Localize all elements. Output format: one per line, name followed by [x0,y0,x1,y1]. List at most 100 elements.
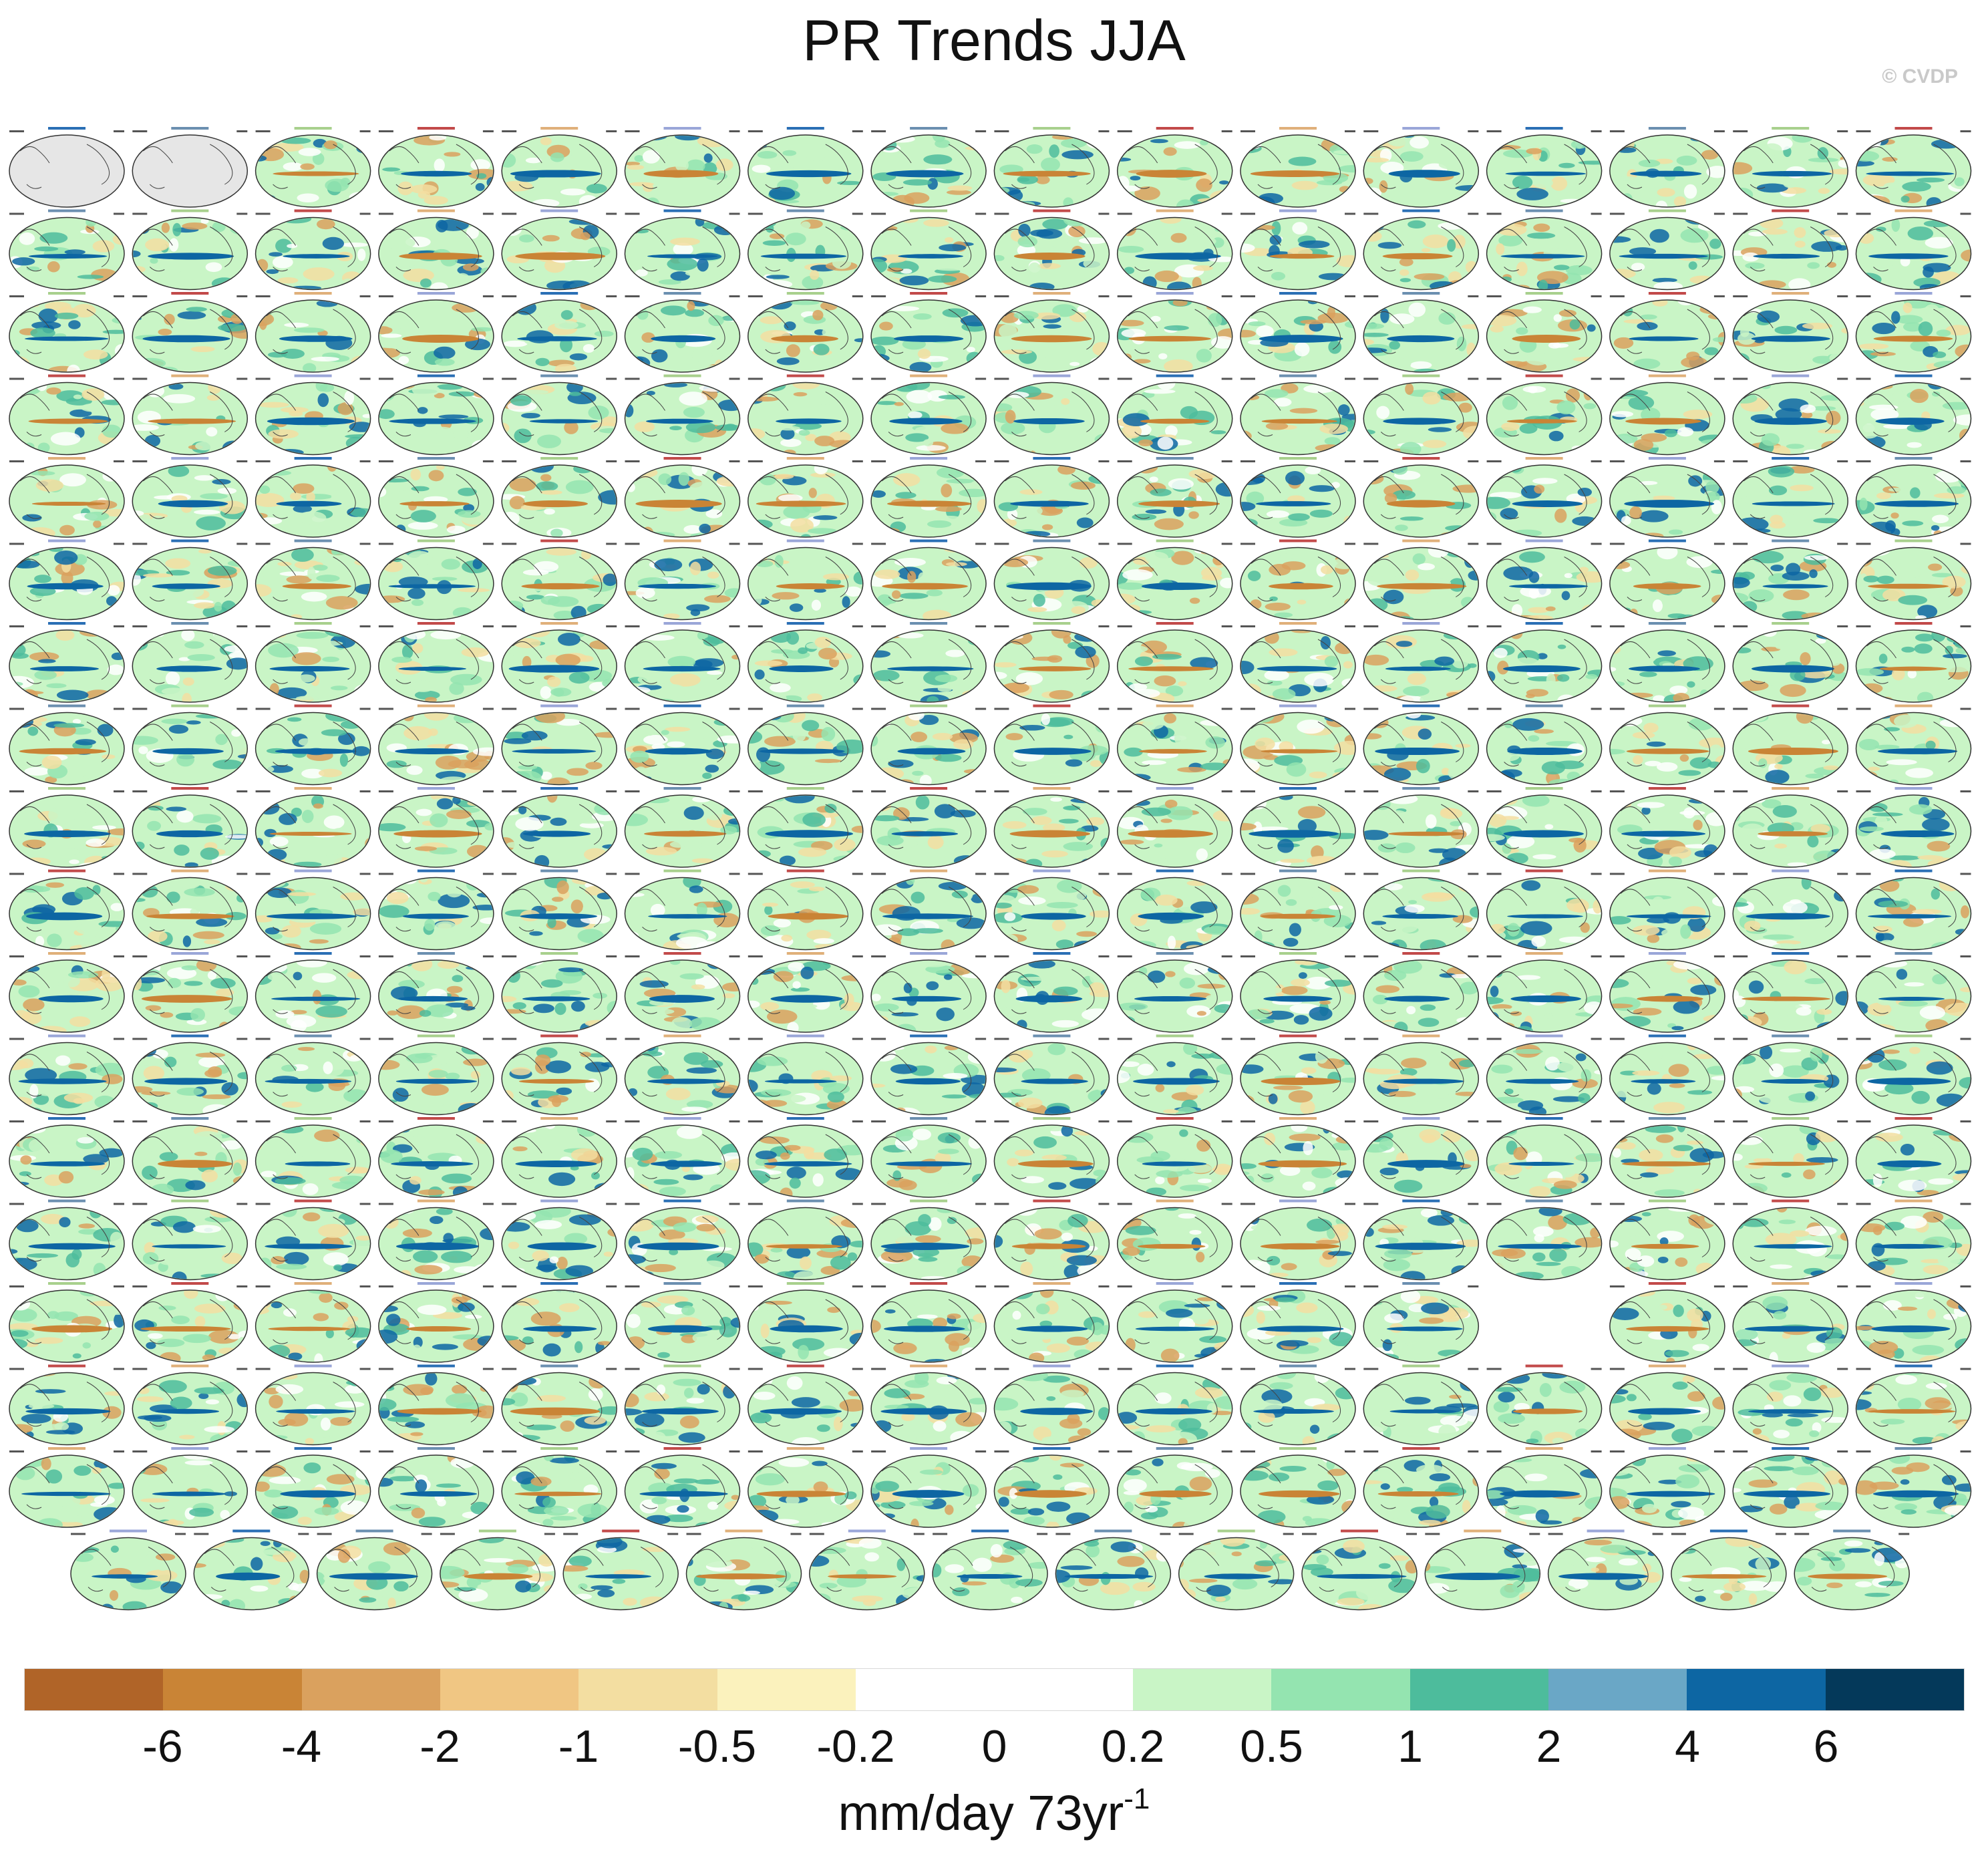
trend-blotch [1774,764,1783,770]
coastline [635,144,725,189]
trend-blotch [69,859,79,865]
trend-blotch [896,632,924,639]
equatorial-band [891,831,959,836]
trend-blotch [256,159,274,170]
equatorial-band [26,912,103,921]
trend-blotch [876,835,904,846]
trend-blotch [1733,616,1754,619]
panel-period-mark [1486,212,1502,215]
equatorial-band [522,830,591,837]
trend-blotch [748,529,774,536]
trend-blotch [325,178,349,192]
panel-stat-mark [1713,873,1725,875]
trend-blotch [1148,1010,1162,1017]
trend-blotch [1521,880,1541,891]
trend-blotch [1300,319,1327,325]
map-panel [624,787,741,868]
trend-blotch [1762,228,1788,235]
map-panel [1855,292,1972,373]
trend-blotch [206,427,218,437]
trend-blotch [187,653,215,661]
panel-period-mark [1609,377,1625,380]
trend-blotch [1947,486,1966,494]
trend-blotch [1428,848,1449,853]
map-panel [378,622,494,703]
panel-stat-mark [114,873,124,875]
trend-blotch [1452,484,1478,493]
trend-blotch [1168,478,1194,490]
equatorial-band [889,418,963,425]
trend-blotch [798,1003,818,1009]
trend-blotch [407,551,433,566]
trend-blotch [281,925,301,938]
trend-blotch [1241,758,1260,774]
trend-blotch [314,641,343,646]
trend-blotch [1809,569,1818,579]
trend-blotch [1029,282,1055,289]
trend-blotch [1586,611,1600,619]
trend-blotch [184,641,204,649]
trend-blotch [722,136,738,142]
trend-blotch [1807,262,1820,269]
trend-blotch [476,1019,486,1025]
trend-blotch [1393,1022,1408,1032]
trend-blotch [1468,663,1477,668]
coastline [758,226,848,272]
trend-blotch [457,510,481,518]
trend-blotch [1033,312,1061,320]
map-panel [1732,787,1848,868]
panel-stat-mark [1345,955,1355,957]
equatorial-band [269,831,352,836]
equatorial-band [158,500,228,508]
panel-period-mark [625,708,640,710]
trend-blotch [1050,797,1062,802]
trend-blotch [1364,554,1389,559]
trend-blotch [1018,223,1031,237]
trend-blotch [1800,404,1816,414]
trend-blotch [935,265,967,271]
map-panel [1732,869,1848,951]
trend-blotch [321,729,347,736]
map-panel [255,374,371,456]
trend-blotch [267,972,288,981]
trend-blotch [1285,471,1305,486]
trend-blotch [1894,714,1919,728]
panel-stat-mark [852,130,863,132]
trend-blotch [381,333,402,338]
trend-blotch [1119,304,1137,311]
trend-blotch [38,308,58,323]
trend-blotch [872,490,886,498]
trend-blotch [1958,473,1971,487]
trend-blotch [1157,436,1174,450]
trend-blotch [1309,485,1335,492]
trend-blotch [484,445,493,452]
trend-blotch [773,971,794,983]
trend-blotch [928,275,957,283]
trend-blotch [1154,518,1184,530]
trend-blotch [625,467,658,478]
trend-blotch [1337,614,1355,619]
trend-blotch [1041,850,1068,858]
trend-blotch [1502,961,1517,968]
trend-blotch [1617,937,1632,949]
panel-stat-mark [114,625,124,627]
panel-period-mark [502,212,517,215]
map-panel [501,127,617,208]
coastline [389,474,479,519]
coastline [266,309,356,354]
trend-blotch [1154,843,1163,848]
map-panel [748,209,864,291]
trend-blotch [1822,367,1848,371]
map-outline [1855,134,1972,208]
trend-blotch [1142,720,1164,730]
panel-stat-mark [852,460,863,462]
trend-blotch [935,674,958,683]
trend-blotch [262,631,287,639]
trend-blotch [307,567,316,580]
trend-blotch [1772,805,1797,818]
trend-blotch [995,526,1007,536]
trend-blotch [689,482,714,496]
panel-period-mark [255,955,271,957]
trend-blotch [301,494,333,500]
trend-blotch [1019,489,1043,495]
